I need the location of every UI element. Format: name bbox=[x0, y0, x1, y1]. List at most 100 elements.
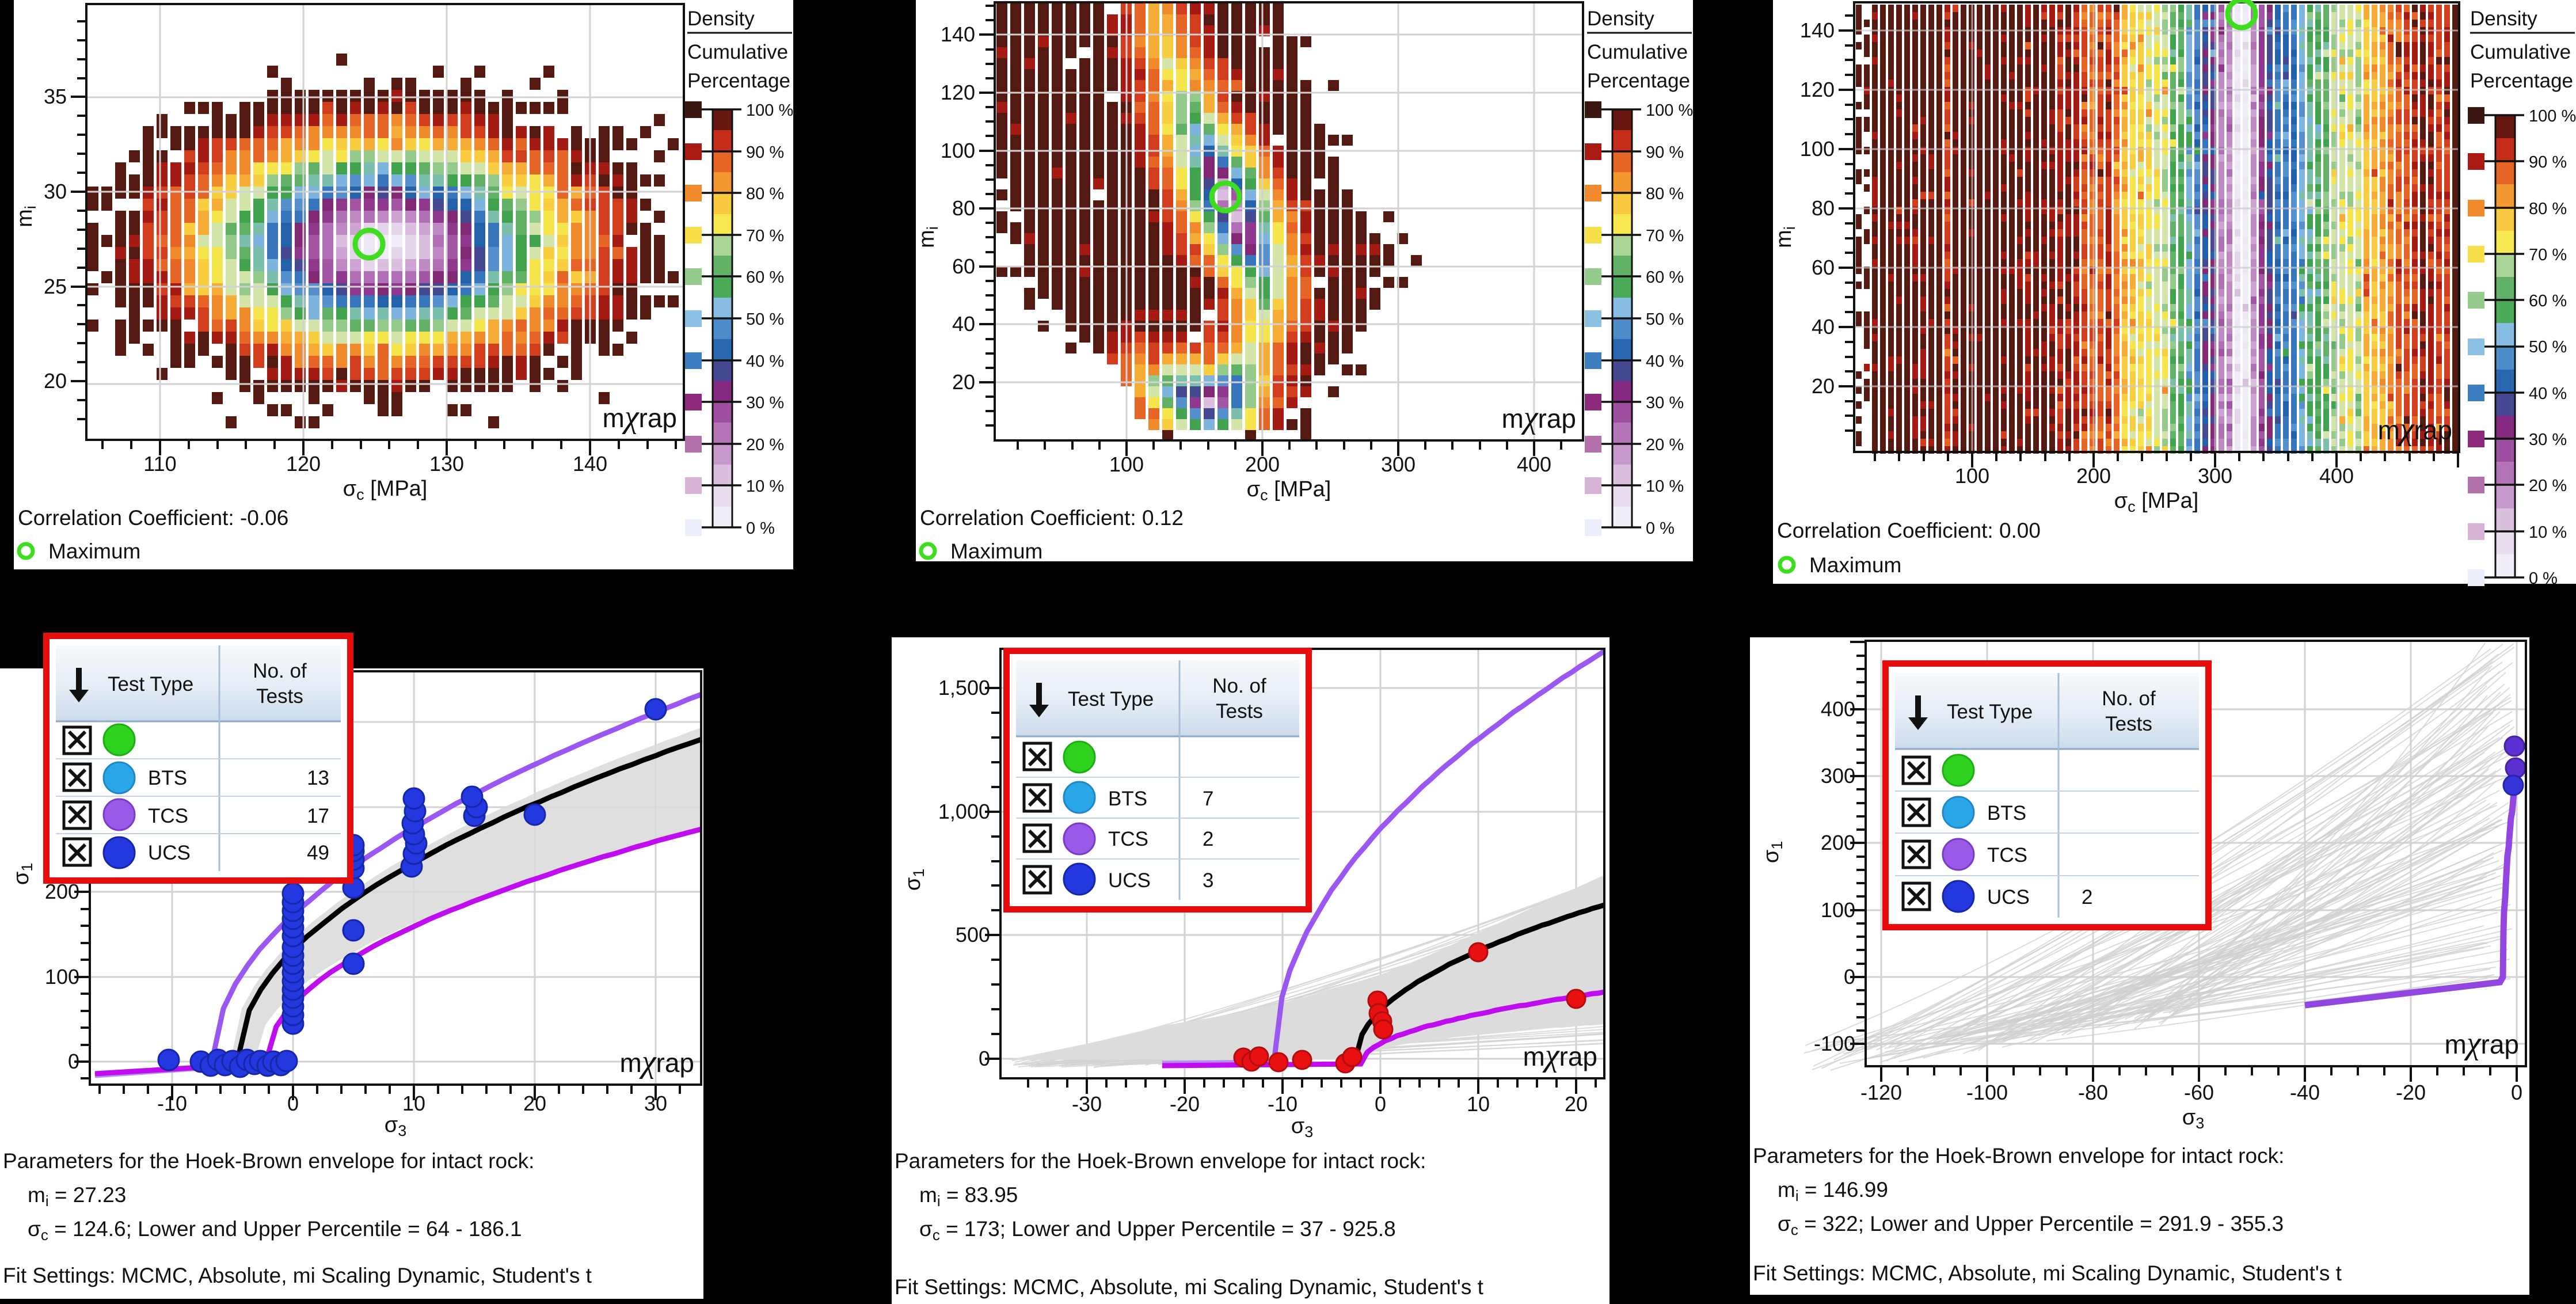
svg-text:200: 200 bbox=[1245, 453, 1280, 476]
svg-text:σc [MPa]: σc [MPa] bbox=[343, 477, 428, 503]
svg-text:200: 200 bbox=[2076, 464, 2111, 488]
svg-text:BTS: BTS bbox=[148, 767, 187, 789]
svg-text:Tests: Tests bbox=[256, 685, 303, 708]
svg-text:No. of: No. of bbox=[1212, 675, 1266, 697]
svg-text:Correlation Coefficient: 0.00: Correlation Coefficient: 0.00 bbox=[1777, 519, 2041, 542]
svg-text:400: 400 bbox=[2319, 464, 2354, 488]
svg-text:-10: -10 bbox=[157, 1092, 187, 1115]
svg-text:0: 0 bbox=[287, 1092, 299, 1115]
svg-text:Percentage: Percentage bbox=[1587, 70, 1690, 92]
svg-text:300: 300 bbox=[1381, 453, 1416, 476]
svg-text:mi = 83.95: mi = 83.95 bbox=[919, 1183, 1018, 1210]
svg-text:Cumulative: Cumulative bbox=[2470, 41, 2571, 63]
svg-text:200: 200 bbox=[1821, 831, 1855, 854]
svg-text:20: 20 bbox=[523, 1092, 546, 1115]
svg-text:Fit Settings: MCMC, Absolute,: Fit Settings: MCMC, Absolute, mi Scaling… bbox=[1753, 1261, 2342, 1285]
svg-text:Correlation Coefficient: -0.06: Correlation Coefficient: -0.06 bbox=[18, 506, 288, 530]
svg-text:300: 300 bbox=[2198, 464, 2232, 488]
svg-text:Tests: Tests bbox=[2105, 713, 2152, 735]
svg-text:Density: Density bbox=[687, 7, 755, 30]
svg-text:Tests: Tests bbox=[1216, 700, 1263, 723]
svg-text:Maximum: Maximum bbox=[1809, 553, 1901, 577]
svg-text:σ1: σ1 bbox=[901, 869, 927, 891]
svg-text:σ3: σ3 bbox=[1291, 1114, 1313, 1140]
svg-text:400: 400 bbox=[1821, 697, 1855, 721]
svg-text:140: 140 bbox=[1800, 18, 1835, 42]
svg-text:1,500: 1,500 bbox=[938, 676, 990, 699]
svg-text:25: 25 bbox=[44, 275, 67, 298]
svg-text:40: 40 bbox=[1812, 315, 1835, 339]
svg-text:-60: -60 bbox=[2184, 1081, 2214, 1104]
svg-text:40 %: 40 % bbox=[1646, 352, 1684, 371]
svg-text:-100: -100 bbox=[1966, 1081, 2008, 1104]
svg-text:σc = 173; Lower and Upper Perc: σc = 173; Lower and Upper Percentile = 3… bbox=[919, 1217, 1396, 1244]
svg-text:20 %: 20 % bbox=[746, 436, 784, 454]
svg-text:40 %: 40 % bbox=[746, 352, 784, 371]
svg-text:σc = 322; Lower and Upper Perc: σc = 322; Lower and Upper Percentile = 2… bbox=[1778, 1212, 2284, 1238]
svg-text:100: 100 bbox=[1109, 453, 1144, 476]
svg-text:BTS: BTS bbox=[1987, 802, 2026, 824]
svg-text:σc [MPa]: σc [MPa] bbox=[2114, 489, 2199, 515]
svg-text:mχrap: mχrap bbox=[2445, 1025, 2519, 1061]
svg-text:0: 0 bbox=[979, 1047, 990, 1070]
svg-text:80: 80 bbox=[1812, 196, 1835, 220]
svg-text:60 %: 60 % bbox=[746, 268, 784, 287]
svg-text:2: 2 bbox=[2082, 886, 2092, 908]
svg-text:30 %: 30 % bbox=[2529, 431, 2567, 449]
svg-text:Parameters for the Hoek-Brown: Parameters for the Hoek-Brown envelope f… bbox=[895, 1149, 1426, 1173]
svg-text:120: 120 bbox=[286, 452, 321, 476]
svg-text:UCS: UCS bbox=[148, 842, 191, 864]
svg-text:mχrap: mχrap bbox=[620, 1044, 694, 1079]
svg-text:10: 10 bbox=[1467, 1092, 1490, 1116]
svg-text:mi: mi bbox=[1772, 226, 1798, 248]
svg-text:80 %: 80 % bbox=[2529, 200, 2567, 218]
svg-text:110: 110 bbox=[143, 452, 176, 476]
svg-text:σ1: σ1 bbox=[9, 863, 36, 885]
svg-text:-20: -20 bbox=[2396, 1081, 2426, 1104]
svg-text:10 %: 10 % bbox=[746, 477, 784, 496]
svg-text:17: 17 bbox=[307, 805, 329, 827]
svg-text:100: 100 bbox=[45, 965, 79, 989]
svg-text:σ1: σ1 bbox=[1759, 841, 1786, 863]
svg-text:0: 0 bbox=[68, 1050, 79, 1073]
svg-text:σc = 124.6; Lower and Upper Pe: σc = 124.6; Lower and Upper Percentile =… bbox=[28, 1217, 522, 1244]
svg-text:100 %: 100 % bbox=[2529, 107, 2576, 126]
svg-text:60 %: 60 % bbox=[2529, 292, 2567, 310]
svg-text:Test Type: Test Type bbox=[1068, 688, 1154, 710]
svg-text:80 %: 80 % bbox=[1646, 185, 1684, 203]
svg-text:10 %: 10 % bbox=[2529, 523, 2567, 542]
svg-text:7: 7 bbox=[1203, 788, 1213, 810]
svg-text:mχrap: mχrap bbox=[603, 399, 677, 435]
svg-text:90 %: 90 % bbox=[2529, 153, 2567, 172]
svg-text:100: 100 bbox=[1955, 464, 1989, 488]
svg-text:mχrap: mχrap bbox=[2378, 411, 2452, 447]
svg-text:-120: -120 bbox=[1860, 1081, 1902, 1104]
svg-text:No. of: No. of bbox=[2102, 687, 2156, 710]
svg-text:1,000: 1,000 bbox=[938, 800, 990, 823]
svg-text:40: 40 bbox=[952, 312, 975, 336]
svg-text:60: 60 bbox=[952, 254, 975, 278]
svg-text:0 %: 0 % bbox=[2529, 569, 2558, 588]
svg-text:mχrap: mχrap bbox=[1523, 1037, 1597, 1073]
svg-text:Parameters for the Hoek-Brown: Parameters for the Hoek-Brown envelope f… bbox=[3, 1149, 534, 1173]
svg-text:49: 49 bbox=[307, 842, 329, 864]
svg-text:BTS: BTS bbox=[1108, 788, 1147, 810]
svg-text:0: 0 bbox=[1844, 965, 1855, 989]
svg-text:100 %: 100 % bbox=[746, 101, 793, 120]
svg-text:500: 500 bbox=[956, 923, 990, 946]
svg-text:120: 120 bbox=[1800, 78, 1835, 101]
svg-text:Percentage: Percentage bbox=[2470, 70, 2573, 92]
svg-text:10: 10 bbox=[402, 1092, 425, 1115]
svg-text:No. of: No. of bbox=[253, 660, 307, 682]
svg-text:20: 20 bbox=[952, 370, 975, 394]
svg-text:UCS: UCS bbox=[1108, 869, 1151, 892]
svg-text:-100: -100 bbox=[1814, 1032, 1855, 1055]
svg-text:-20: -20 bbox=[1170, 1092, 1200, 1116]
svg-text:-80: -80 bbox=[2078, 1081, 2108, 1104]
svg-text:60 %: 60 % bbox=[1646, 268, 1684, 287]
svg-text:Density: Density bbox=[1587, 7, 1654, 30]
svg-text:3: 3 bbox=[1203, 869, 1213, 892]
svg-text:70 %: 70 % bbox=[746, 227, 784, 245]
svg-text:100: 100 bbox=[1821, 898, 1855, 922]
svg-text:σ3: σ3 bbox=[2182, 1105, 2204, 1132]
